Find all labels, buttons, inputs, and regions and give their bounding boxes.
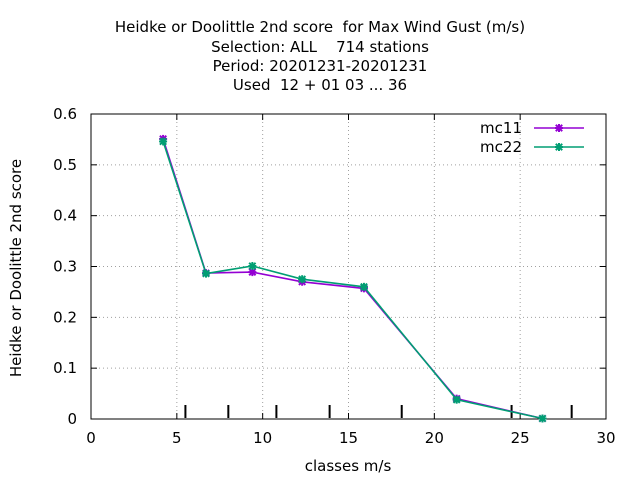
legend-marker-mc22 [555, 143, 563, 151]
data-point-mc22 [202, 269, 211, 278]
y-tick-label: 0.2 [53, 308, 77, 326]
series-line-mc22 [162, 141, 543, 420]
y-tick-label: 0.5 [53, 156, 77, 174]
y-tick-label: 0.1 [53, 359, 77, 377]
x-axis-label: classes m/s [305, 457, 392, 475]
legend-label: mc11 [480, 119, 522, 137]
data-point-mc22 [248, 261, 257, 270]
chart-title-line-3: Period: 20201231-20201231 [212, 57, 428, 75]
chart-title-line-1: Heidke or Doolittle 2nd score for Max Wi… [114, 18, 526, 36]
y-tick-label: 0.6 [53, 105, 77, 123]
x-tick-label: 25 [511, 429, 530, 447]
data-point-mc22 [538, 414, 547, 423]
y-tick-label: 0 [67, 410, 77, 428]
y-tick-label: 0.4 [53, 207, 77, 225]
series-line-mc11 [162, 138, 543, 420]
y-axis-label: Heidke or Doolittle 2nd score [7, 159, 25, 377]
x-tick-label: 20 [425, 429, 444, 447]
grid-lines [91, 114, 606, 419]
data-point-mc22 [452, 395, 461, 404]
legend-marker-mc11 [555, 124, 563, 132]
x-tick-label: 30 [596, 429, 615, 447]
chart-title-line-2: Selection: ALL 714 stations [211, 38, 429, 56]
data-point-mc22 [359, 282, 368, 291]
y-tick-label: 0.3 [53, 258, 77, 276]
y-axis-ticks: 0 0.1 0.2 0.3 0.4 0.5 0.6 [53, 105, 606, 428]
x-tick-label: 15 [339, 429, 358, 447]
chart-title-line-4: Used 12 + 01 03 ... 36 [232, 76, 408, 94]
series-group [159, 134, 547, 423]
data-point-mc22 [298, 275, 307, 284]
legend-label: mc22 [480, 138, 522, 156]
x-tick-label: 5 [172, 429, 182, 447]
data-point-mc22 [159, 137, 168, 146]
x-axis-ticks: 0 5 10 15 20 25 30 [86, 114, 616, 447]
x-tick-label: 10 [253, 429, 272, 447]
x-tick-label: 0 [86, 429, 96, 447]
